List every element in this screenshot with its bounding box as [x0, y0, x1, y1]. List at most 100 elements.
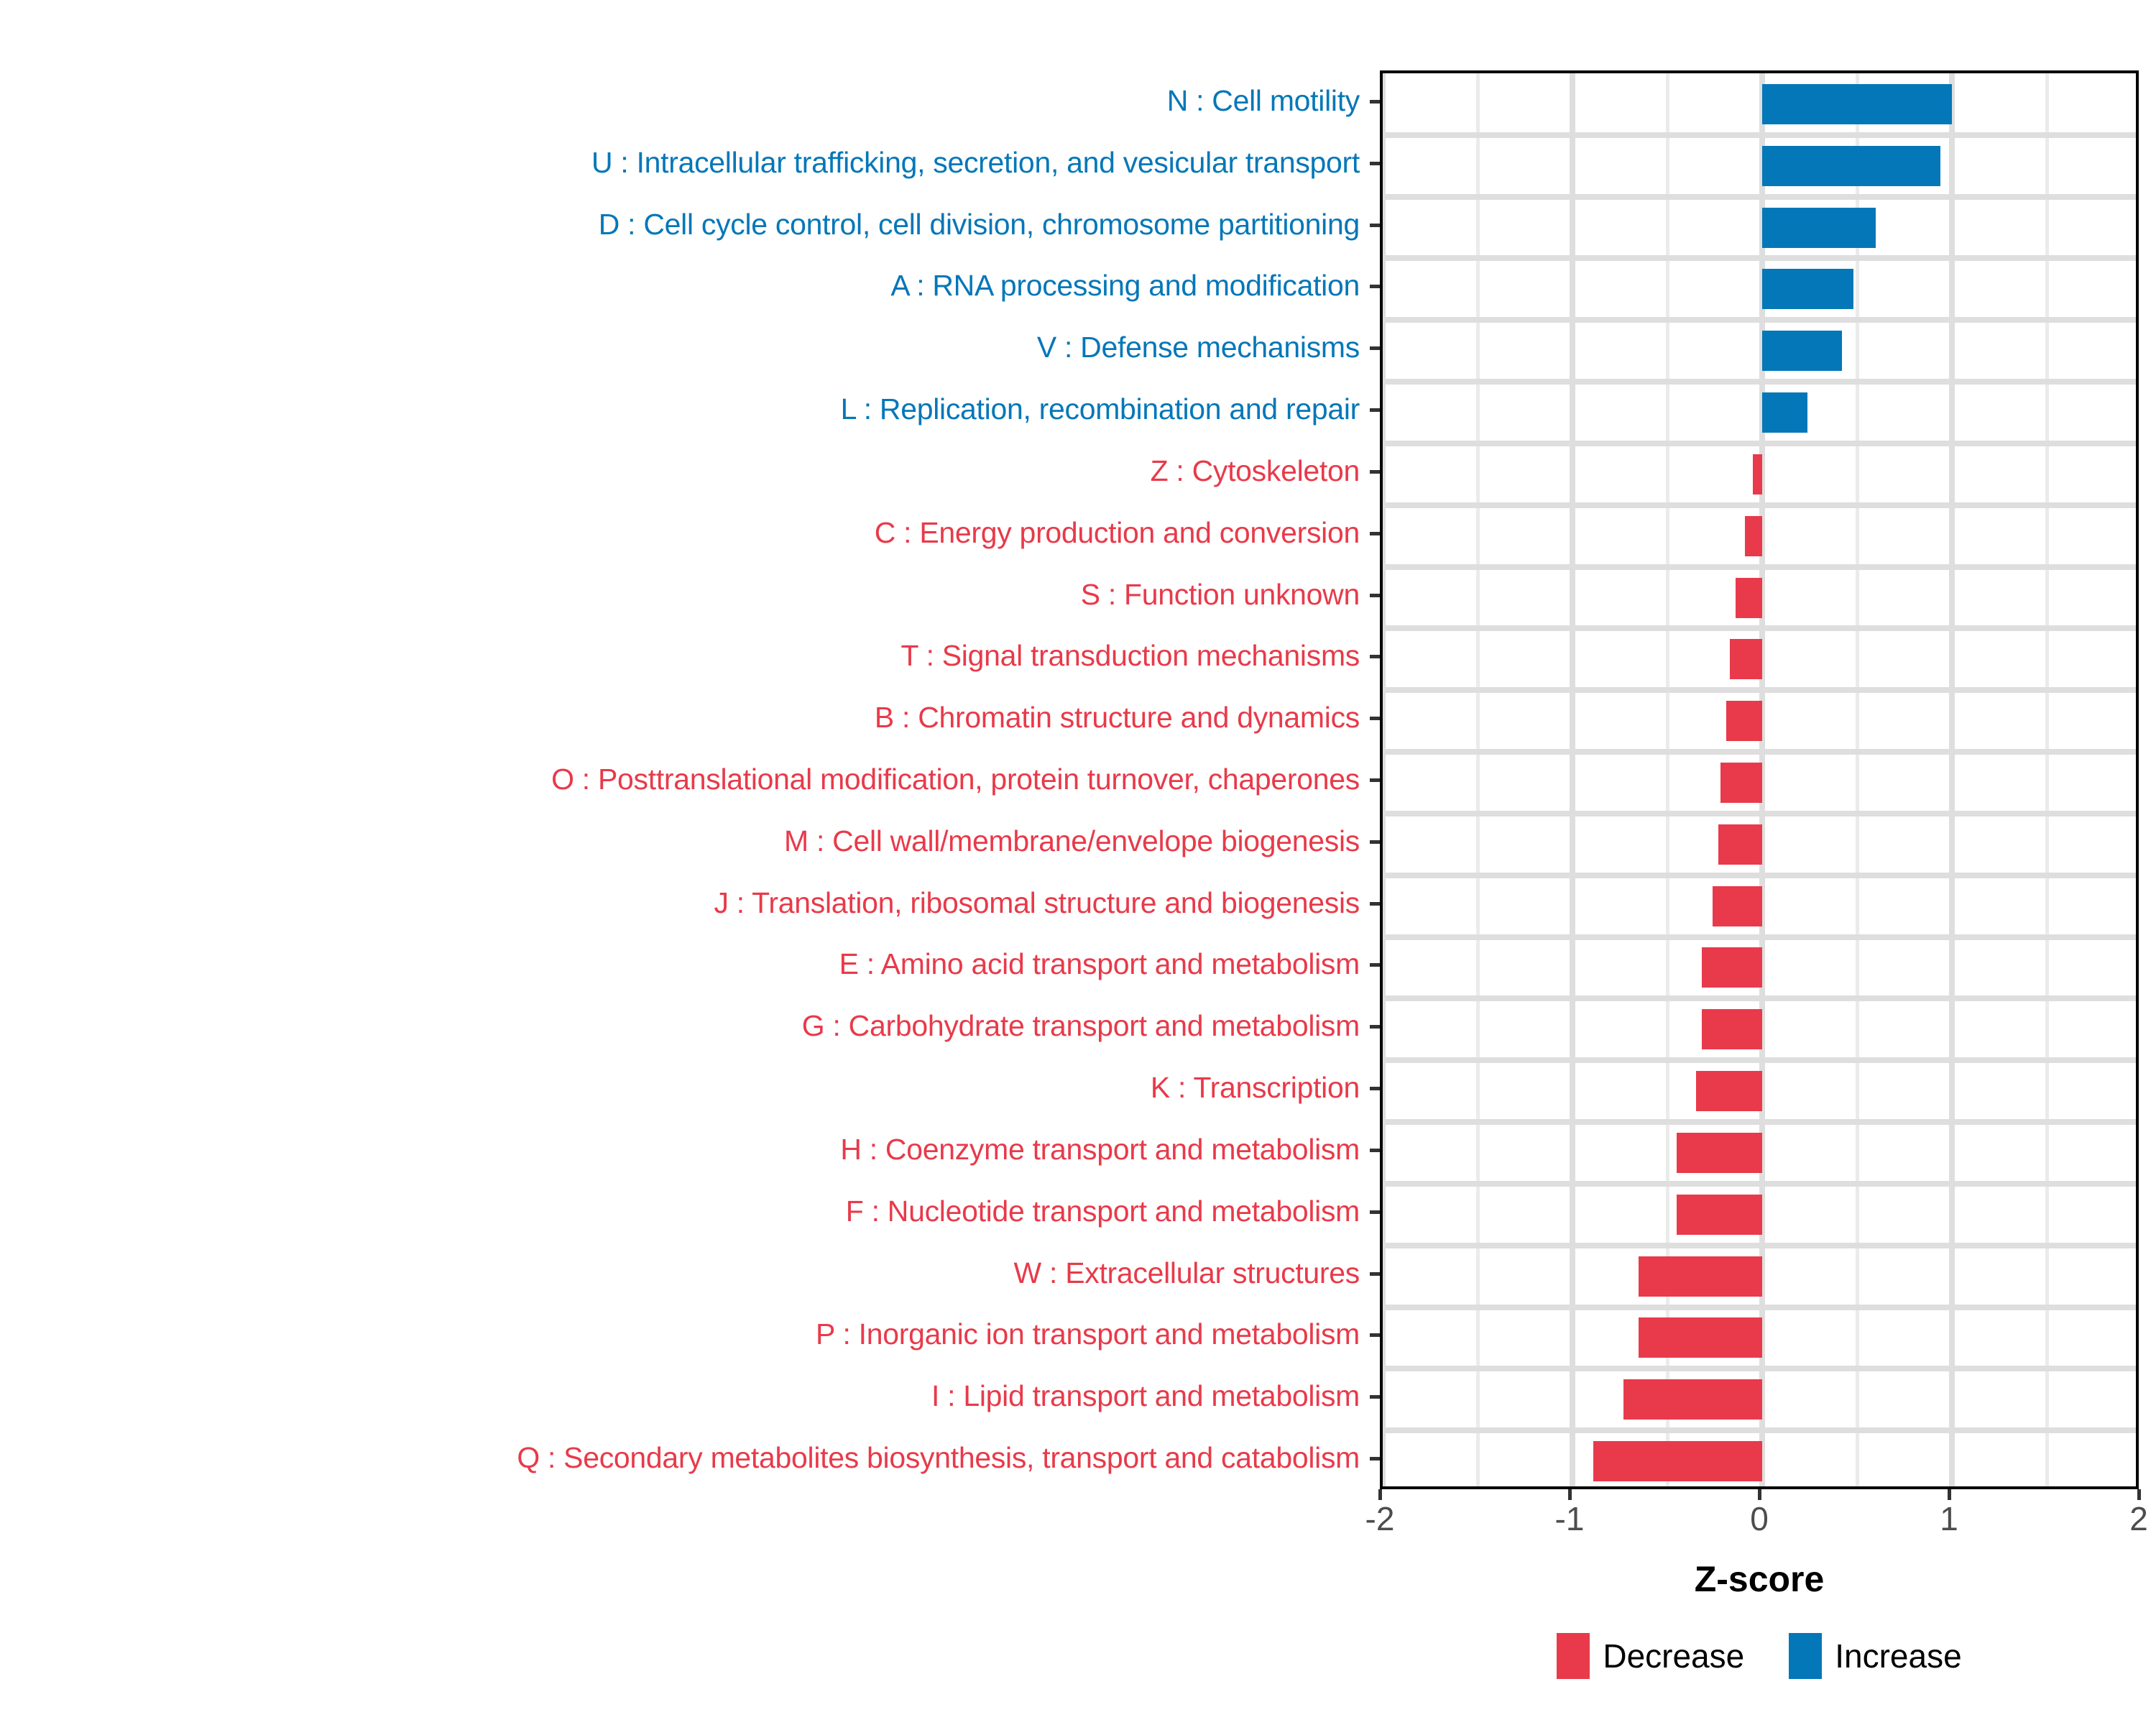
y-axis-tick-mark — [1370, 778, 1380, 782]
bar[interactable] — [1677, 1132, 1762, 1173]
legend-item[interactable]: Increase — [1789, 1633, 1962, 1679]
bar[interactable] — [1701, 1009, 1762, 1050]
y-axis-tick-mark — [1370, 1457, 1380, 1461]
y-axis-label: D : Cell cycle control, cell division, c… — [598, 207, 1360, 241]
x-axis-tick-mark — [2137, 1489, 2141, 1500]
x-axis-tick-mark — [1948, 1489, 1951, 1500]
gridline-horizontal — [1383, 132, 2136, 138]
y-axis-label: O : Posttranslational modification, prot… — [551, 763, 1360, 796]
bar[interactable] — [1762, 392, 1808, 433]
gridline-horizontal — [1383, 317, 2136, 323]
bar[interactable] — [1639, 1317, 1762, 1358]
gridline-vertical-minor — [1666, 73, 1669, 1486]
gridline-horizontal — [1383, 564, 2136, 570]
x-axis-ticks: -2 -1 0 1 2 — [1365, 1489, 2148, 1561]
bar[interactable] — [1701, 947, 1762, 988]
y-axis-tick-mark — [1370, 717, 1380, 721]
bar[interactable] — [1762, 145, 1941, 186]
gridline-horizontal — [1383, 1427, 2136, 1434]
gridline-horizontal — [1383, 625, 2136, 632]
bar[interactable] — [1593, 1441, 1762, 1482]
gridline-horizontal — [1383, 255, 2136, 262]
x-axis-tick-label: -1 — [1554, 1500, 1585, 1537]
bar[interactable] — [1718, 824, 1762, 865]
y-axis-tick-mark — [1370, 285, 1380, 289]
legend-item[interactable]: Decrease — [1557, 1633, 1744, 1679]
bar[interactable] — [1713, 886, 1762, 926]
legend-label: Increase — [1835, 1637, 1962, 1675]
bar[interactable] — [1762, 331, 1842, 372]
gridline-vertical-minor — [2045, 73, 2049, 1486]
gridline-vertical-major — [1383, 73, 1386, 1486]
legend-swatch — [1557, 1633, 1590, 1679]
y-axis-label: T : Signal transduction mechanisms — [900, 639, 1360, 673]
plot-panel — [1380, 70, 2139, 1489]
y-axis-category-labels: N : Cell motility U : Intracellular traff… — [0, 70, 1380, 1489]
gridline-horizontal — [1383, 1242, 2136, 1248]
y-axis-label: A : RNA processing and modification — [890, 269, 1360, 303]
y-axis-tick-mark — [1370, 1025, 1380, 1029]
bar[interactable] — [1639, 1256, 1762, 1297]
y-axis-tick-mark — [1370, 1087, 1380, 1091]
bar[interactable] — [1762, 207, 1876, 248]
bar[interactable] — [1695, 1071, 1762, 1112]
bar[interactable] — [1762, 269, 1853, 310]
y-axis-tick-mark — [1370, 346, 1380, 351]
y-axis-tick-mark — [1370, 469, 1380, 474]
y-axis-label: W : Extracellular structures — [1013, 1256, 1360, 1289]
y-axis-label: E : Amino acid transport and metabolism — [839, 947, 1360, 981]
gridline-horizontal — [1383, 995, 2136, 1002]
bar[interactable] — [1745, 515, 1762, 556]
gridline-horizontal — [1383, 1057, 2136, 1064]
gridline-horizontal — [1383, 1304, 2136, 1310]
x-axis-tick-label: 0 — [1750, 1500, 1769, 1537]
y-axis-label: F : Nucleotide transport and metabolism — [845, 1194, 1360, 1228]
y-axis-label: K : Transcription — [1150, 1071, 1360, 1105]
bar[interactable] — [1720, 763, 1762, 803]
y-axis-label: Z : Cytoskeleton — [1150, 454, 1360, 487]
bar[interactable] — [1730, 639, 1762, 680]
y-axis-label: P : Inorganic ion transport and metaboli… — [816, 1317, 1360, 1351]
legend-label: Decrease — [1603, 1637, 1745, 1675]
y-axis-label: N : Cell motility — [1166, 83, 1360, 117]
y-axis-label: I : Lipid transport and metabolism — [931, 1379, 1360, 1413]
y-axis-tick-mark — [1370, 593, 1380, 597]
bar[interactable] — [1677, 1194, 1762, 1235]
y-axis-tick-mark — [1370, 1148, 1380, 1152]
y-axis-label: Q : Secondary metabolites biosynthesis, … — [517, 1441, 1360, 1475]
gridline-horizontal — [1383, 1180, 2136, 1187]
bar[interactable] — [1726, 701, 1762, 742]
bar[interactable] — [1623, 1379, 1762, 1420]
y-axis-tick-mark — [1370, 655, 1380, 659]
x-axis-tick-label: 2 — [2129, 1500, 2148, 1537]
y-axis-tick-mark — [1370, 901, 1380, 906]
y-axis-tick-mark — [1370, 161, 1380, 165]
bar[interactable] — [1752, 454, 1762, 494]
gridline-vertical-minor — [1476, 73, 1480, 1486]
x-axis-tick-mark — [1568, 1489, 1572, 1500]
gridline-horizontal — [1383, 687, 2136, 694]
y-axis-tick-mark — [1370, 1271, 1380, 1276]
y-axis-label: L : Replication, recombination and repai… — [840, 392, 1360, 426]
gridline-horizontal — [1383, 502, 2136, 508]
y-axis-tick-mark — [1370, 1333, 1380, 1338]
gridline-vertical-minor — [1856, 73, 1859, 1486]
y-axis-tick-mark — [1370, 963, 1380, 967]
bar[interactable] — [1762, 83, 1952, 124]
gridline-horizontal — [1383, 1366, 2136, 1372]
y-axis-label: B : Chromatin structure and dynamics — [874, 701, 1360, 735]
gridline-horizontal — [1383, 379, 2136, 385]
x-axis-tick-mark — [1758, 1489, 1761, 1500]
y-axis-label: V : Defense mechanisms — [1036, 331, 1360, 364]
gridline-horizontal — [1383, 934, 2136, 940]
bar[interactable] — [1736, 577, 1762, 618]
gridline-vertical-major — [1949, 73, 1955, 1486]
y-axis-tick-mark — [1370, 223, 1380, 227]
y-axis-label: C : Energy production and conversion — [874, 515, 1360, 549]
y-axis-tick-mark — [1370, 840, 1380, 844]
y-axis-label: U : Intracellular trafficking, secretion… — [591, 145, 1360, 179]
y-axis-tick-mark — [1370, 408, 1380, 413]
gridline-horizontal — [1383, 193, 2136, 200]
y-axis-label: S : Function unknown — [1080, 577, 1360, 611]
x-axis-tick-label: -2 — [1365, 1500, 1395, 1537]
